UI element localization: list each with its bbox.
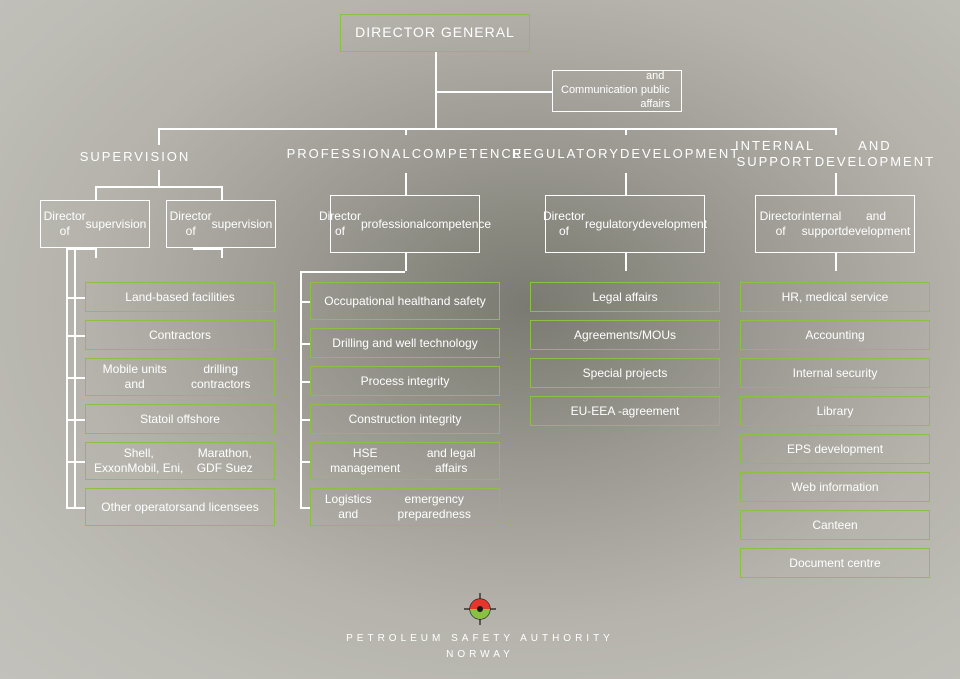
connector-line xyxy=(66,461,85,463)
connector-line xyxy=(221,186,223,200)
connector-line xyxy=(300,381,310,383)
psa-logo-icon xyxy=(464,593,496,625)
node-dir_int: Director ofinternal supportand developme… xyxy=(755,195,915,253)
connector-line xyxy=(625,173,627,195)
connector-line xyxy=(835,173,837,195)
connector-line xyxy=(158,128,835,130)
connector-line xyxy=(300,507,310,509)
node-dir_prof: Director ofprofessionalcompetence xyxy=(330,195,480,253)
connector-line xyxy=(300,419,310,421)
connector-line xyxy=(66,507,85,509)
node-sup_mobile: Mobile units anddrilling contractors xyxy=(85,358,275,396)
connector-line xyxy=(300,343,310,345)
node-prof_process: Process integrity xyxy=(310,366,500,396)
node-int_eps: EPS development xyxy=(740,434,930,464)
node-sec_int: INTERNAL SUPPORTAND DEVELOPMENT xyxy=(740,135,930,173)
connector-line xyxy=(95,186,221,188)
node-int_hr: HR, medical service xyxy=(740,282,930,312)
connector-line xyxy=(66,248,95,250)
node-dir_sup1: Director ofsupervision xyxy=(40,200,150,248)
node-prof_drill: Drilling and well technology xyxy=(310,328,500,358)
connector-line xyxy=(300,271,405,273)
node-prof_hse: HSE managementand legal affairs xyxy=(310,442,500,480)
connector-line xyxy=(435,91,552,93)
connector-line xyxy=(193,248,221,250)
node-director_general: DIRECTOR GENERAL xyxy=(340,14,530,52)
connector-line xyxy=(221,248,223,258)
connector-line xyxy=(66,297,85,299)
org-chart: DIRECTOR GENERAL Communicationand public … xyxy=(0,0,960,679)
connector-line xyxy=(625,253,627,271)
node-int_web: Web information xyxy=(740,472,930,502)
connector-line xyxy=(405,253,407,271)
node-prof_log: Logistics andemergency preparedness xyxy=(310,488,500,526)
node-dir_reg: Director ofregulatorydevelopment xyxy=(545,195,705,253)
connector-line xyxy=(405,173,407,195)
connector-line xyxy=(625,128,627,135)
connector-line xyxy=(66,377,85,379)
footer: PETROLEUM SAFETY AUTHORITY NORWAY xyxy=(0,593,960,663)
node-reg_legal: Legal affairs xyxy=(530,282,720,312)
footer-line1: PETROLEUM SAFETY AUTHORITY xyxy=(0,631,960,647)
node-sup_other: Other operatorsand licensees xyxy=(85,488,275,526)
connector-line xyxy=(435,52,437,128)
node-sup_contract: Contractors xyxy=(85,320,275,350)
connector-line xyxy=(66,419,85,421)
node-comm_affairs: Communicationand public affairs xyxy=(552,70,682,112)
connector-line xyxy=(158,128,160,145)
node-sup_statoil: Statoil offshore xyxy=(85,404,275,434)
connector-line xyxy=(95,186,97,200)
connector-line xyxy=(835,253,837,271)
node-sup_land: Land-based facilities xyxy=(85,282,275,312)
connector-line xyxy=(835,128,837,135)
node-int_sec: Internal security xyxy=(740,358,930,388)
node-int_cant: Canteen xyxy=(740,510,930,540)
connector-line xyxy=(300,301,310,303)
node-reg_mou: Agreements/MOUs xyxy=(530,320,720,350)
node-prof_constr: Construction integrity xyxy=(310,404,500,434)
connector-line xyxy=(300,271,302,507)
node-int_acct: Accounting xyxy=(740,320,930,350)
connector-line xyxy=(300,461,310,463)
footer-line2: NORWAY xyxy=(0,647,960,663)
connector-line xyxy=(158,170,160,186)
connector-line xyxy=(95,248,97,258)
node-sec_supervision: SUPERVISION xyxy=(55,145,215,169)
connector-line xyxy=(405,128,407,135)
node-sup_shell: Shell, ExxonMobil, Eni,Marathon, GDF Sue… xyxy=(85,442,275,480)
node-reg_eu: EU-EEA -agreement xyxy=(530,396,720,426)
node-reg_special: Special projects xyxy=(530,358,720,388)
node-dir_sup2: Director ofsupervision xyxy=(166,200,276,248)
node-sec_reg: REGULATORYDEVELOPMENT xyxy=(546,135,706,173)
node-int_lib: Library xyxy=(740,396,930,426)
node-int_doc: Document centre xyxy=(740,548,930,578)
node-prof_occ: Occupational healthand safety xyxy=(310,282,500,320)
node-sec_prof: PROFESSIONALCOMPETENCE xyxy=(325,135,485,173)
connector-line xyxy=(66,335,85,337)
